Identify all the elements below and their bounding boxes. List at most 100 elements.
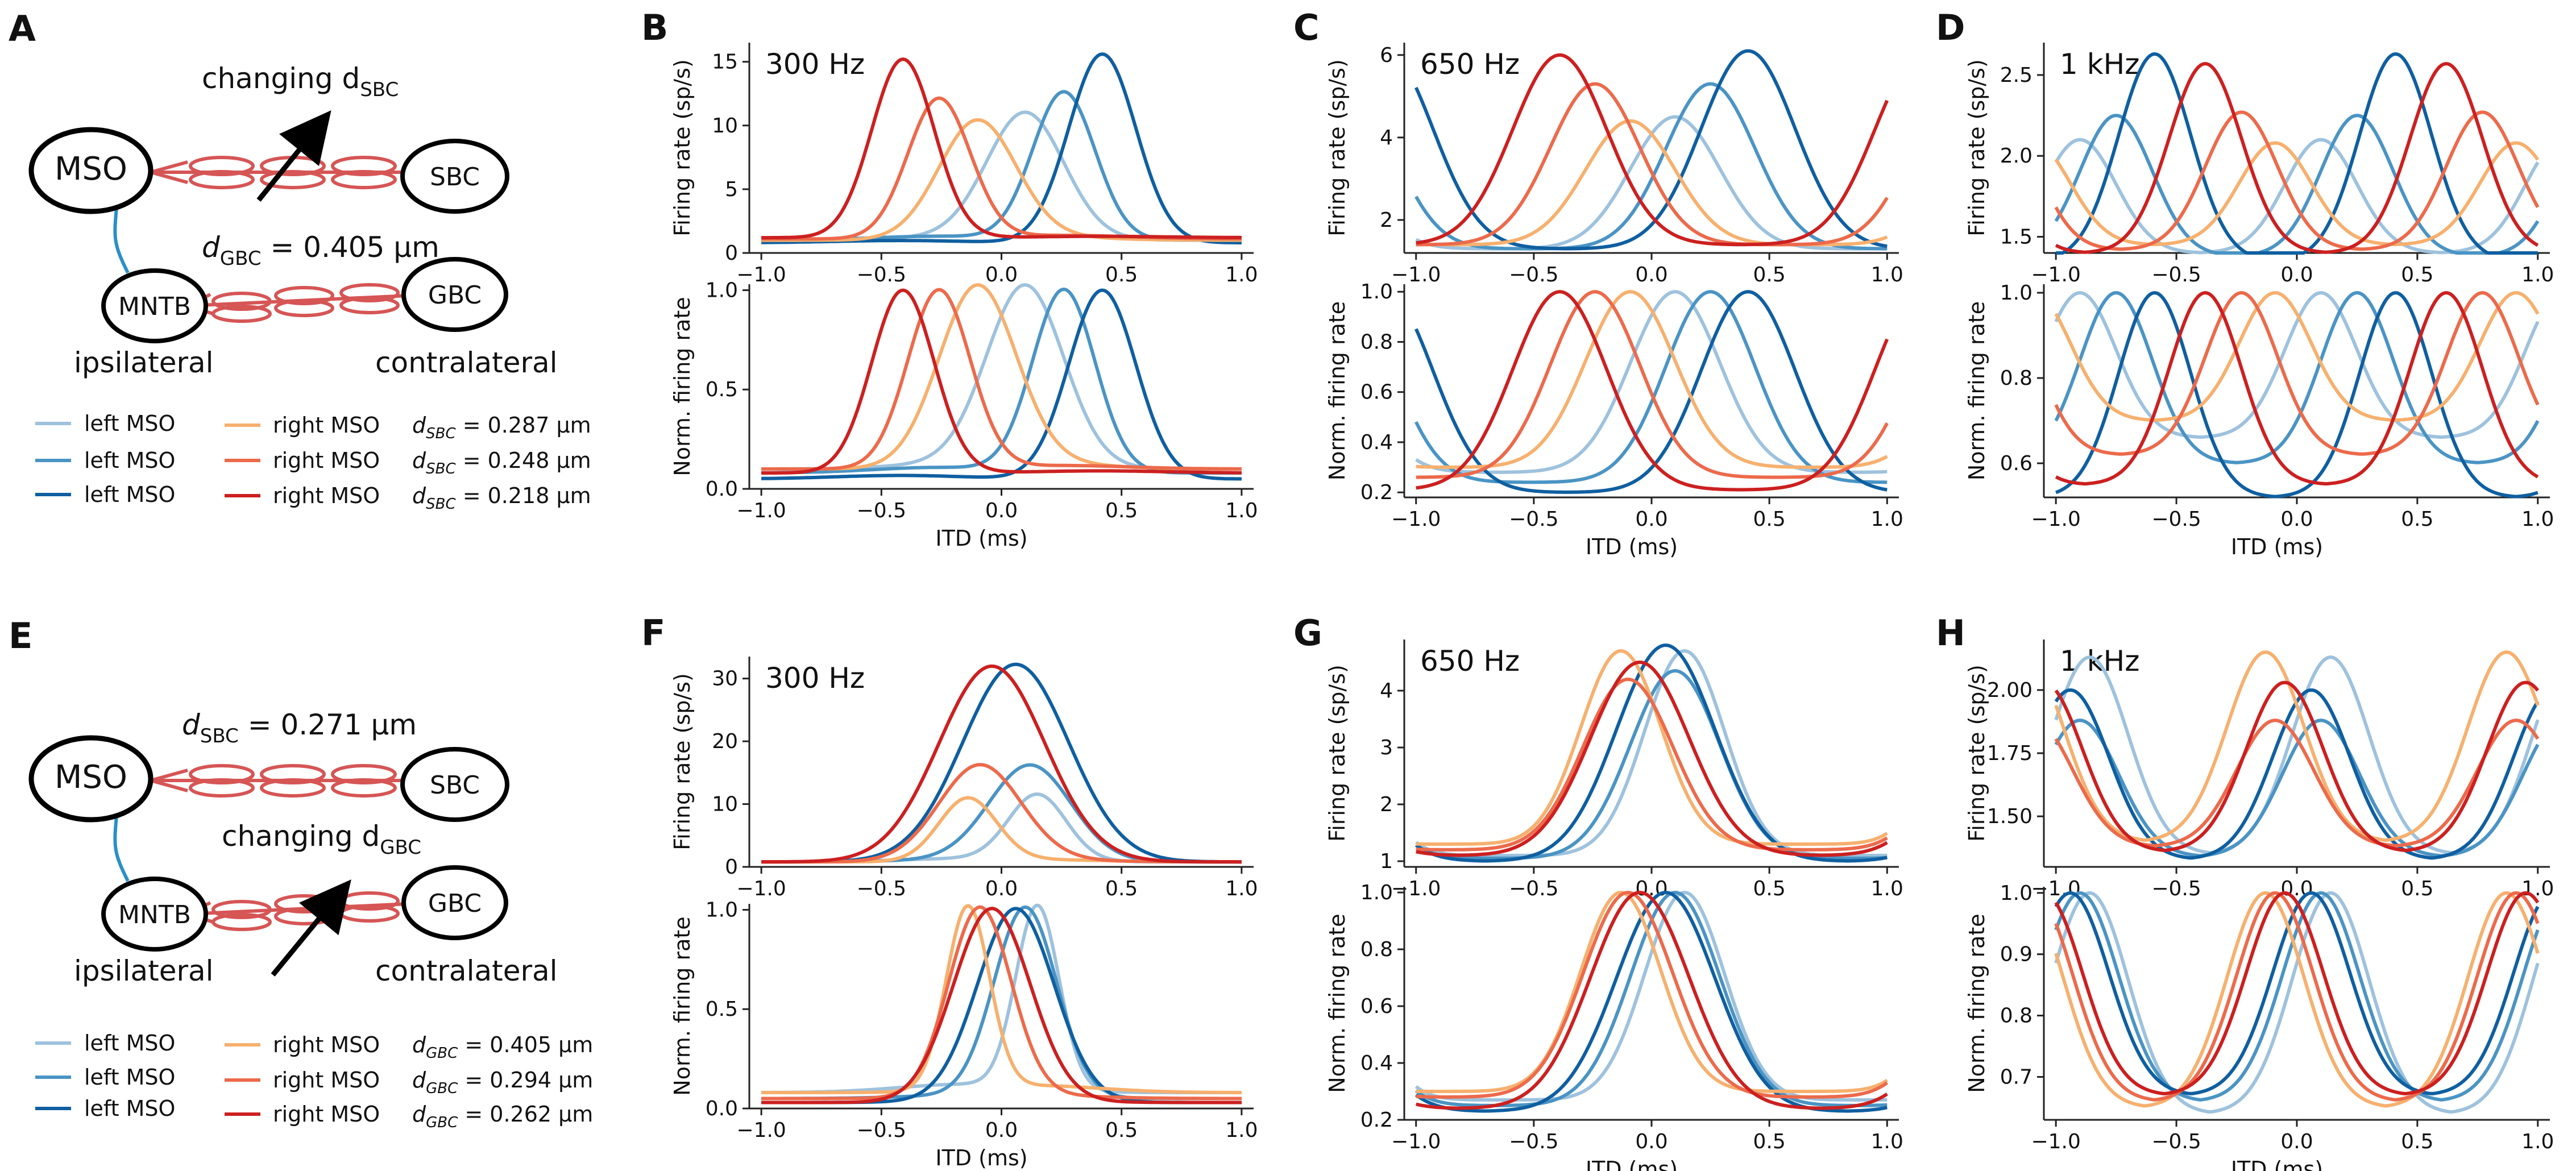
contralateral-label: contralateral — [375, 346, 558, 379]
plot-g-bottom: 0.2 0.4 0.6 0.8 1.0 −1.0 −0.5 0.0 0.5 1.0 Norm. fi… — [1325, 881, 1903, 1171]
legend-e-left-2: left MSO — [84, 1065, 175, 1090]
x-tick-label: 0.5 — [1105, 877, 1138, 900]
x-tick-label: 0.0 — [1635, 508, 1667, 531]
changing-arrow — [256, 110, 331, 202]
x-tick-label: 1.0 — [1225, 877, 1258, 900]
series-line — [761, 907, 1242, 1104]
y-tick-label: 6 — [1380, 44, 1393, 67]
legend-param-3: dSBC = 0.218 μm — [412, 483, 591, 513]
sbc-axon-e — [150, 764, 408, 798]
series-line — [1414, 643, 1888, 863]
x-tick-label: 0.5 — [2401, 877, 2433, 900]
y-tick-label: 0.5 — [706, 998, 738, 1021]
series-line — [761, 907, 1242, 1104]
series-line — [761, 905, 1242, 1101]
x-axis-label: ITD (ms) — [935, 1145, 1027, 1170]
y-tick-label: 20 — [712, 730, 738, 753]
x-tick-label: −0.5 — [857, 877, 906, 900]
mntb-label: MNTB — [118, 292, 191, 321]
y-tick-label: 0.6 — [1360, 995, 1393, 1018]
x-tick-label: −1.0 — [736, 263, 786, 286]
x-tick-label: 0.5 — [1105, 263, 1138, 286]
legend-e-right-2: right MSO — [273, 1068, 380, 1093]
y-tick-label: 0.9 — [2000, 943, 2032, 966]
mso-node-e — [28, 735, 154, 823]
series-line — [761, 57, 1242, 240]
y-tick-label: 1 — [1380, 850, 1393, 873]
series-line — [761, 288, 1242, 471]
y-tick-label: 0.4 — [1360, 1052, 1393, 1075]
series-line — [2054, 891, 2540, 1095]
x-tick-label: 0.0 — [985, 499, 1018, 522]
series-line — [1414, 49, 1888, 251]
mso-label-e: MSO — [55, 759, 127, 796]
gbc-label-e: GBC — [428, 889, 482, 918]
series-line — [1416, 677, 1888, 852]
legend-left-2: left MSO — [84, 448, 175, 473]
series-line — [761, 904, 1242, 1094]
x-tick-label: 1.0 — [2521, 877, 2554, 900]
legend-right-3: right MSO — [273, 483, 380, 508]
x-axis-label: ITD (ms) — [935, 526, 1027, 551]
y-tick-label: 0.5 — [706, 378, 738, 401]
gbc-label: GBC — [428, 281, 482, 310]
plot-f-bottom: 0.0 0.5 1.0 −1.0 −0.5 0.0 0.5 1.0 Norm. firing r… — [670, 898, 1258, 1170]
fixed-diameter-label-e: dSBC = 0.271 μm — [182, 708, 417, 748]
y-axis-label: Norm. firing rate — [1325, 913, 1350, 1093]
x-tick-label: 0.5 — [2401, 1130, 2433, 1153]
panel-letter-c: C — [1293, 7, 1320, 48]
y-tick-label: 0.0 — [706, 477, 738, 501]
y-axis-label: Firing rate (sp/s) — [1964, 59, 1989, 236]
y-tick-label: 0.8 — [1360, 938, 1393, 961]
x-tick-label: 0.0 — [2280, 1130, 2313, 1153]
y-axis-label: Firing rate (sp/s) — [670, 673, 695, 850]
y-tick-label: 0.8 — [2000, 367, 2032, 390]
y-tick-label: 1.0 — [1360, 280, 1393, 304]
series-line — [761, 763, 1242, 864]
x-tick-label: −1.0 — [736, 877, 786, 900]
panel-letter-a: A — [9, 8, 36, 49]
legend-param-1: dSBC = 0.287 μm — [412, 413, 591, 442]
series-line — [761, 118, 1242, 242]
x-tick-label: 0.5 — [1105, 1119, 1138, 1142]
x-tick-label: 0.0 — [985, 877, 1018, 900]
y-tick-label: 0.8 — [1360, 330, 1393, 354]
y-tick-label: 2.5 — [2000, 64, 2032, 87]
panel-letter-f: F — [641, 612, 665, 654]
series-line — [1416, 890, 1889, 1099]
series-line — [761, 288, 1242, 475]
y-tick-label: 0.6 — [1360, 381, 1393, 404]
x-tick-label: 1.0 — [1225, 499, 1258, 522]
changing-label: changing dSBC — [202, 62, 399, 101]
plot-d-top: D 1.5 2.0 2.5 −1.0 −0.5 0.0 0.5 1.0 Firing rate (… — [1936, 7, 2554, 286]
x-tick-label: 0.5 — [2401, 508, 2433, 531]
y-tick-label: 1.0 — [706, 279, 738, 302]
diagram-e: E MSO SBC MNTB — [9, 615, 593, 1131]
x-tick-label: 0.5 — [1753, 508, 1786, 531]
x-axis-label: ITD (ms) — [1586, 534, 1678, 559]
x-tick-label: −1.0 — [2031, 263, 2080, 286]
series-line — [2055, 290, 2538, 499]
y-axis-label: Norm. firing rate — [1964, 913, 1989, 1093]
series-line — [2054, 891, 2540, 1095]
x-tick-label: −1.0 — [1391, 877, 1441, 900]
ipsilateral-label-e: ipsilateral — [74, 954, 214, 987]
x-tick-label: 1.0 — [1871, 1130, 1903, 1153]
x-axis-label: ITD (ms) — [2231, 1157, 2323, 1171]
series-line — [2055, 61, 2539, 254]
x-tick-label: −1.0 — [2031, 1130, 2080, 1153]
series-line — [761, 905, 1242, 1101]
x-tick-label: 0.5 — [1105, 499, 1138, 522]
series-line — [2054, 680, 2540, 852]
series-line — [2054, 891, 2540, 1108]
x-tick-label: −0.5 — [2151, 1130, 2201, 1153]
series-line — [2055, 290, 2539, 486]
y-tick-label: 1.50 — [1987, 805, 2032, 828]
y-tick-label: 15 — [712, 51, 738, 74]
plot-b-top: B 0 5 10 15 −1.0 −0.5 0.0 0.5 1.0 Firing rate (sp/… — [641, 7, 1258, 286]
series-line — [2054, 650, 2540, 842]
y-tick-label: 2 — [1380, 793, 1393, 816]
x-tick-label: 0.0 — [2280, 263, 2313, 286]
